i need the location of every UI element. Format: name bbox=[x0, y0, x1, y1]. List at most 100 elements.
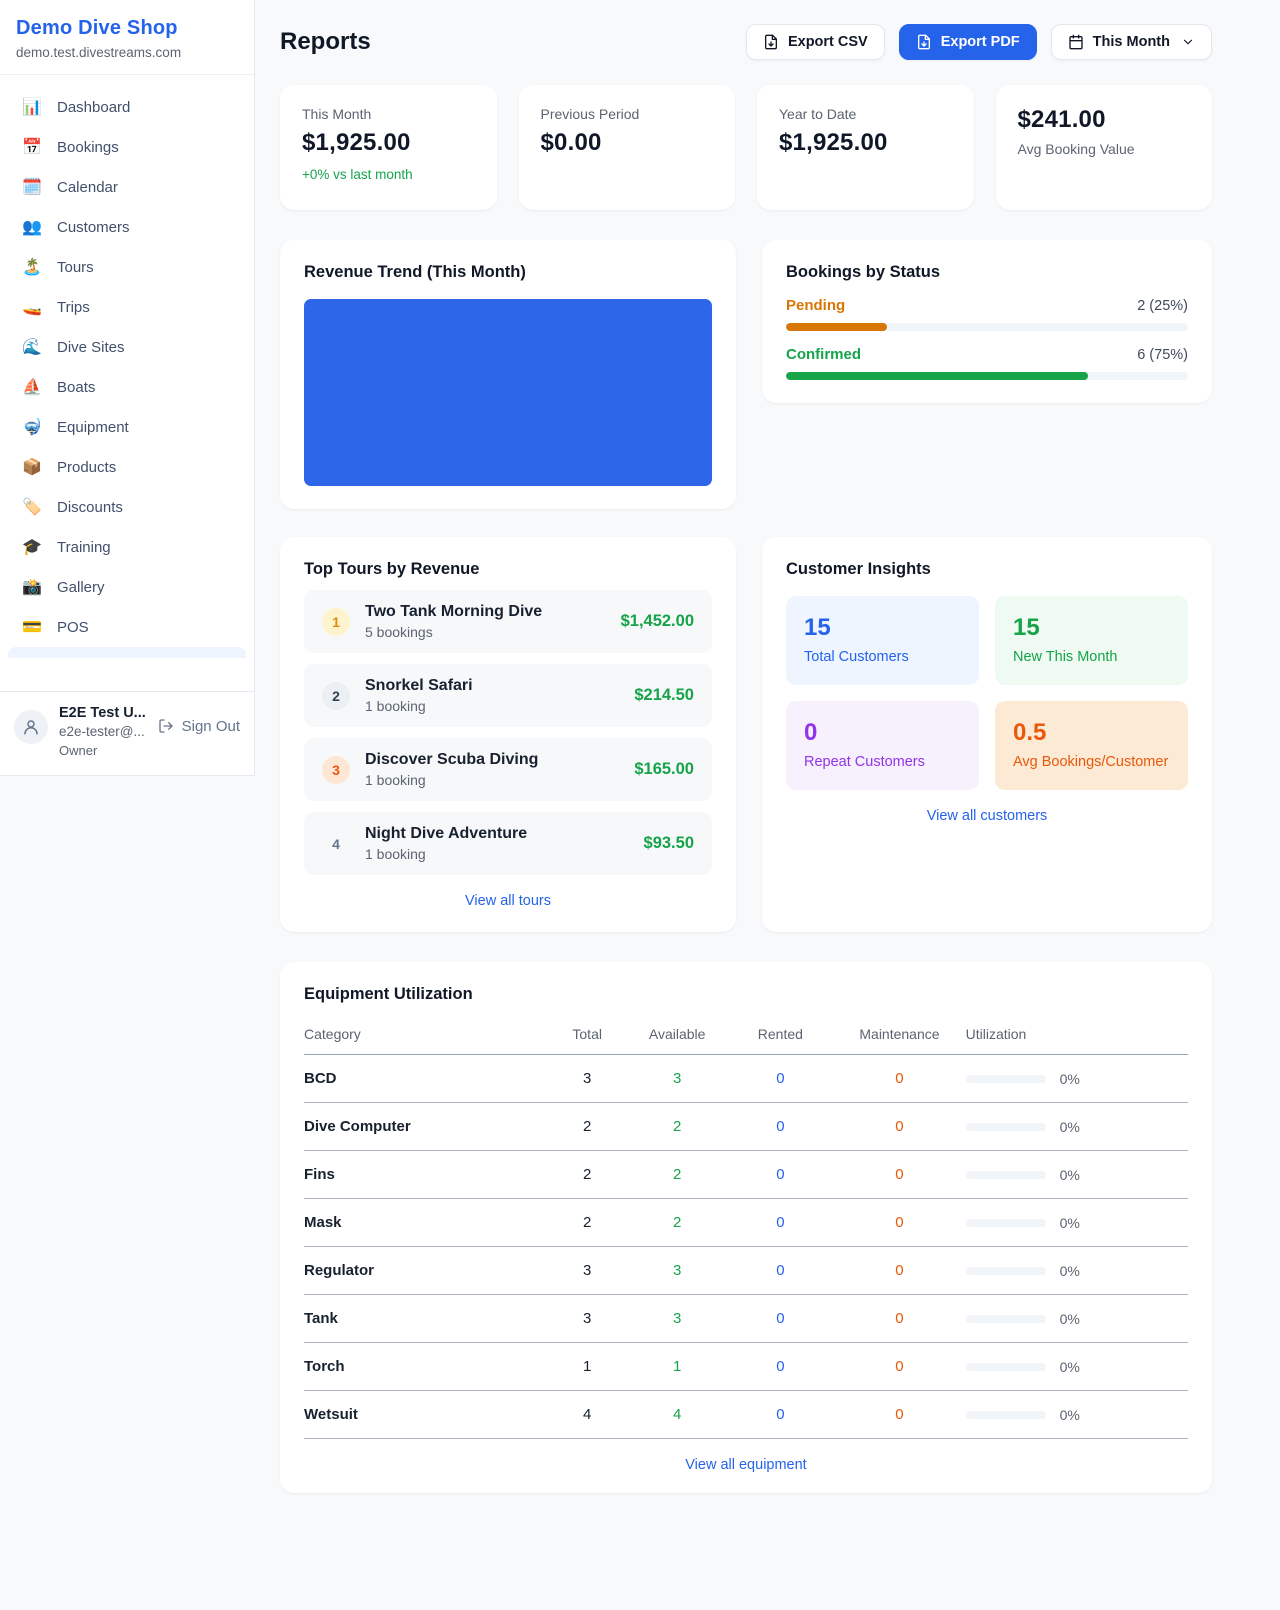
cell-utilization: 0% bbox=[965, 1342, 1188, 1391]
sidebar-item-training[interactable]: 🎓 Training bbox=[8, 527, 246, 567]
sidebar-item-reports-partial[interactable] bbox=[8, 647, 246, 658]
tour-bookings: 1 booking bbox=[365, 846, 426, 862]
cell-available: 2 bbox=[626, 1150, 728, 1199]
bookings-by-status-title: Bookings by Status bbox=[786, 263, 941, 281]
tour-item: 1 Two Tank Morning Dive 5 bookings $1,45… bbox=[304, 590, 712, 653]
cell-utilization: 0% bbox=[965, 1054, 1188, 1103]
view-all-equipment-link[interactable]: View all equipment bbox=[685, 1457, 807, 1473]
cell-category: Mask bbox=[304, 1198, 548, 1247]
cell-total: 2 bbox=[547, 1102, 627, 1151]
insight-repeat-customers: 0 Repeat Customers bbox=[786, 701, 979, 790]
export-csv-label: Export CSV bbox=[787, 34, 868, 50]
cell-maintenance: 0 bbox=[833, 1294, 966, 1343]
sidebar-item-customers[interactable]: 👥 Customers bbox=[8, 207, 246, 247]
customer-insights-title: Customer Insights bbox=[786, 560, 931, 578]
tour-name: Night Dive Adventure bbox=[365, 825, 528, 842]
utilization-percent: 0% bbox=[1059, 1070, 1080, 1087]
view-all-tours-link[interactable]: View all tours bbox=[465, 893, 551, 909]
stat-label: Year to Date bbox=[779, 106, 857, 122]
sidebar-item-gallery[interactable]: 📸 Gallery bbox=[8, 567, 246, 607]
status-row-pending: Pending 2 (25%) bbox=[786, 297, 1188, 314]
sidebar-item-tours[interactable]: 🏝️ Tours bbox=[8, 247, 246, 287]
col-available: Available bbox=[626, 1018, 728, 1055]
export-pdf-label: Export PDF bbox=[940, 34, 1020, 50]
chevron-down-icon bbox=[1183, 39, 1193, 45]
sidebar-item-boats[interactable]: ⛵ Boats bbox=[8, 367, 246, 407]
sidebar-item-label: Calendar bbox=[57, 178, 118, 196]
cell-category: Regulator bbox=[304, 1246, 548, 1295]
sidebar: Demo Dive Shop demo.test.divestreams.com… bbox=[0, 0, 255, 776]
equipment-row: Mask 2 2 0 0 0% bbox=[304, 1198, 1188, 1247]
equipment-utilization-title: Equipment Utilization bbox=[304, 985, 473, 1003]
tour-revenue: $93.50 bbox=[643, 834, 694, 852]
credit-card-icon: 💳 bbox=[22, 619, 42, 636]
sidebar-item-calendar[interactable]: 🗓️ Calendar bbox=[8, 167, 246, 207]
equipment-table-header: Category Total Available Rented Maintena… bbox=[304, 1018, 1188, 1055]
sidebar-item-discounts[interactable]: 🏷️ Discounts bbox=[8, 487, 246, 527]
sidebar-item-label: Dive Sites bbox=[57, 338, 125, 356]
utilization-bar bbox=[965, 1362, 1046, 1371]
status-count-pending: 2 (25%) bbox=[1137, 298, 1188, 314]
equipment-row: Fins 2 2 0 0 0% bbox=[304, 1150, 1188, 1199]
wave-icon: 🌊 bbox=[22, 339, 42, 356]
equipment-table: Category Total Available Rented Maintena… bbox=[304, 1018, 1188, 1439]
insight-value: 0.5 bbox=[1013, 719, 1047, 746]
user-avatar bbox=[14, 709, 48, 744]
cell-rented: 0 bbox=[727, 1198, 834, 1247]
equipment-row: Torch 1 1 0 0 0% bbox=[304, 1342, 1188, 1391]
status-bar-confirmed bbox=[786, 372, 1088, 380]
export-pdf-button[interactable]: Export PDF bbox=[898, 24, 1037, 60]
top-tours-title: Top Tours by Revenue bbox=[304, 560, 480, 578]
tour-name: Two Tank Morning Dive bbox=[365, 603, 543, 620]
equipment-row: Regulator 3 3 0 0 0% bbox=[304, 1246, 1188, 1295]
view-all-customers-link[interactable]: View all customers bbox=[926, 808, 1048, 824]
camera-icon: 📸 bbox=[22, 579, 42, 596]
sidebar-item-label: Discounts bbox=[57, 498, 123, 516]
insights-row: Top Tours by Revenue 1 Two Tank Morning … bbox=[280, 537, 1212, 932]
user-meta: E2E Test U... e2e-tester@... Owner bbox=[59, 704, 146, 759]
utilization-bar bbox=[965, 1170, 1046, 1179]
graduation-cap-icon: 🎓 bbox=[22, 539, 42, 556]
cell-rented: 0 bbox=[727, 1150, 834, 1199]
cell-utilization: 0% bbox=[965, 1198, 1188, 1247]
user-role: Owner bbox=[59, 742, 98, 758]
insight-value: 15 bbox=[804, 614, 831, 641]
sidebar-item-dive-sites[interactable]: 🌊 Dive Sites bbox=[8, 327, 246, 367]
sign-out-button[interactable]: Sign Out bbox=[158, 718, 240, 735]
sidebar-item-equipment[interactable]: 🤿 Equipment bbox=[8, 407, 246, 447]
utilization-bar bbox=[965, 1266, 1046, 1275]
insights-grid: 15 Total Customers 15 New This Month 0 R… bbox=[786, 596, 1188, 790]
sidebar-item-pos[interactable]: 💳 POS bbox=[8, 607, 246, 647]
cell-total: 3 bbox=[547, 1246, 627, 1295]
sidebar-item-label: Boats bbox=[57, 378, 96, 396]
stat-value: $1,925.00 bbox=[302, 129, 411, 156]
package-icon: 📦 bbox=[22, 459, 42, 476]
tour-name: Discover Scuba Diving bbox=[365, 751, 539, 768]
status-count-confirmed: 6 (75%) bbox=[1137, 347, 1188, 363]
utilization-percent: 0% bbox=[1059, 1118, 1080, 1135]
cell-category: Fins bbox=[304, 1150, 548, 1199]
sign-out-label: Sign Out bbox=[181, 717, 240, 735]
sidebar-item-trips[interactable]: 🚤 Trips bbox=[8, 287, 246, 327]
period-select[interactable]: This Month bbox=[1050, 24, 1212, 60]
file-download-icon bbox=[917, 34, 930, 50]
sidebar-item-products[interactable]: 📦 Products bbox=[8, 447, 246, 487]
utilization-percent: 0% bbox=[1059, 1310, 1080, 1327]
cell-maintenance: 0 bbox=[833, 1342, 966, 1391]
cell-total: 1 bbox=[547, 1342, 627, 1391]
cell-maintenance: 0 bbox=[833, 1246, 966, 1295]
diving-mask-icon: 🤿 bbox=[22, 419, 42, 436]
sidebar-item-bookings[interactable]: 📅 Bookings bbox=[8, 127, 246, 167]
bookings-by-status-card: Bookings by Status Pending 2 (25%) Confi… bbox=[762, 240, 1212, 403]
stat-card-avg-booking-value: $241.00 Avg Booking Value bbox=[995, 85, 1212, 210]
cell-utilization: 0% bbox=[965, 1294, 1188, 1343]
export-csv-button[interactable]: Export CSV bbox=[745, 24, 885, 60]
tour-revenue: $1,452.00 bbox=[620, 612, 694, 630]
user-section: E2E Test U... e2e-tester@... Owner Sign … bbox=[0, 690, 254, 775]
col-category: Category bbox=[304, 1018, 548, 1055]
user-name: E2E Test U... bbox=[59, 704, 146, 721]
cell-category: BCD bbox=[304, 1054, 548, 1103]
sidebar-item-dashboard[interactable]: 📊 Dashboard bbox=[8, 87, 246, 127]
bookings-calendar-icon: 📅 bbox=[22, 139, 42, 156]
tour-name: Snorkel Safari bbox=[365, 677, 473, 694]
